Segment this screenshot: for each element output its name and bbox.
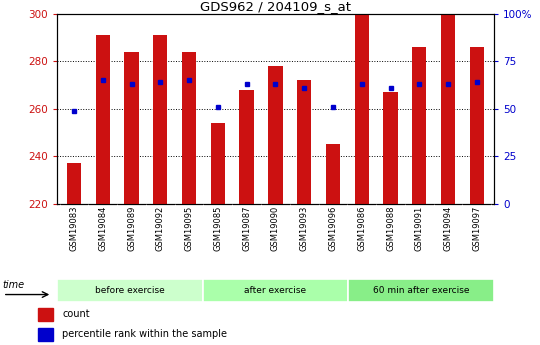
Text: GSM19097: GSM19097 xyxy=(472,206,481,251)
Text: 60 min after exercise: 60 min after exercise xyxy=(373,286,469,295)
Text: percentile rank within the sample: percentile rank within the sample xyxy=(62,329,227,339)
Bar xyxy=(268,66,282,204)
Text: GSM19089: GSM19089 xyxy=(127,206,136,251)
Bar xyxy=(239,90,254,204)
Bar xyxy=(182,52,196,204)
Text: GSM19095: GSM19095 xyxy=(185,206,193,251)
Text: before exercise: before exercise xyxy=(94,286,165,295)
Text: count: count xyxy=(62,309,90,319)
Text: GSM19096: GSM19096 xyxy=(328,206,338,251)
Title: GDS962 / 204109_s_at: GDS962 / 204109_s_at xyxy=(200,0,351,13)
Bar xyxy=(297,80,312,204)
Text: GSM19091: GSM19091 xyxy=(415,206,424,251)
Bar xyxy=(124,52,139,204)
Text: GSM19090: GSM19090 xyxy=(271,206,280,251)
Bar xyxy=(383,92,397,204)
Text: GSM19086: GSM19086 xyxy=(357,206,366,251)
Bar xyxy=(153,35,167,204)
Bar xyxy=(470,47,484,204)
Bar xyxy=(202,279,348,302)
Bar xyxy=(96,35,110,204)
Bar xyxy=(57,279,202,302)
Bar xyxy=(355,14,369,204)
Bar xyxy=(441,14,455,204)
Bar xyxy=(348,279,494,302)
Text: GSM19087: GSM19087 xyxy=(242,206,251,251)
Text: GSM19088: GSM19088 xyxy=(386,206,395,251)
Bar xyxy=(326,144,340,204)
Text: GSM19094: GSM19094 xyxy=(443,206,453,251)
Text: GSM19085: GSM19085 xyxy=(213,206,222,251)
Bar xyxy=(412,47,427,204)
Text: after exercise: after exercise xyxy=(244,286,307,295)
Text: GSM19083: GSM19083 xyxy=(70,206,78,251)
Text: GSM19084: GSM19084 xyxy=(98,206,107,251)
Bar xyxy=(38,308,53,321)
Bar xyxy=(211,123,225,204)
Text: GSM19093: GSM19093 xyxy=(300,206,309,251)
Text: time: time xyxy=(3,280,25,290)
Bar xyxy=(38,328,53,341)
Text: GSM19092: GSM19092 xyxy=(156,206,165,251)
Bar xyxy=(67,163,81,204)
